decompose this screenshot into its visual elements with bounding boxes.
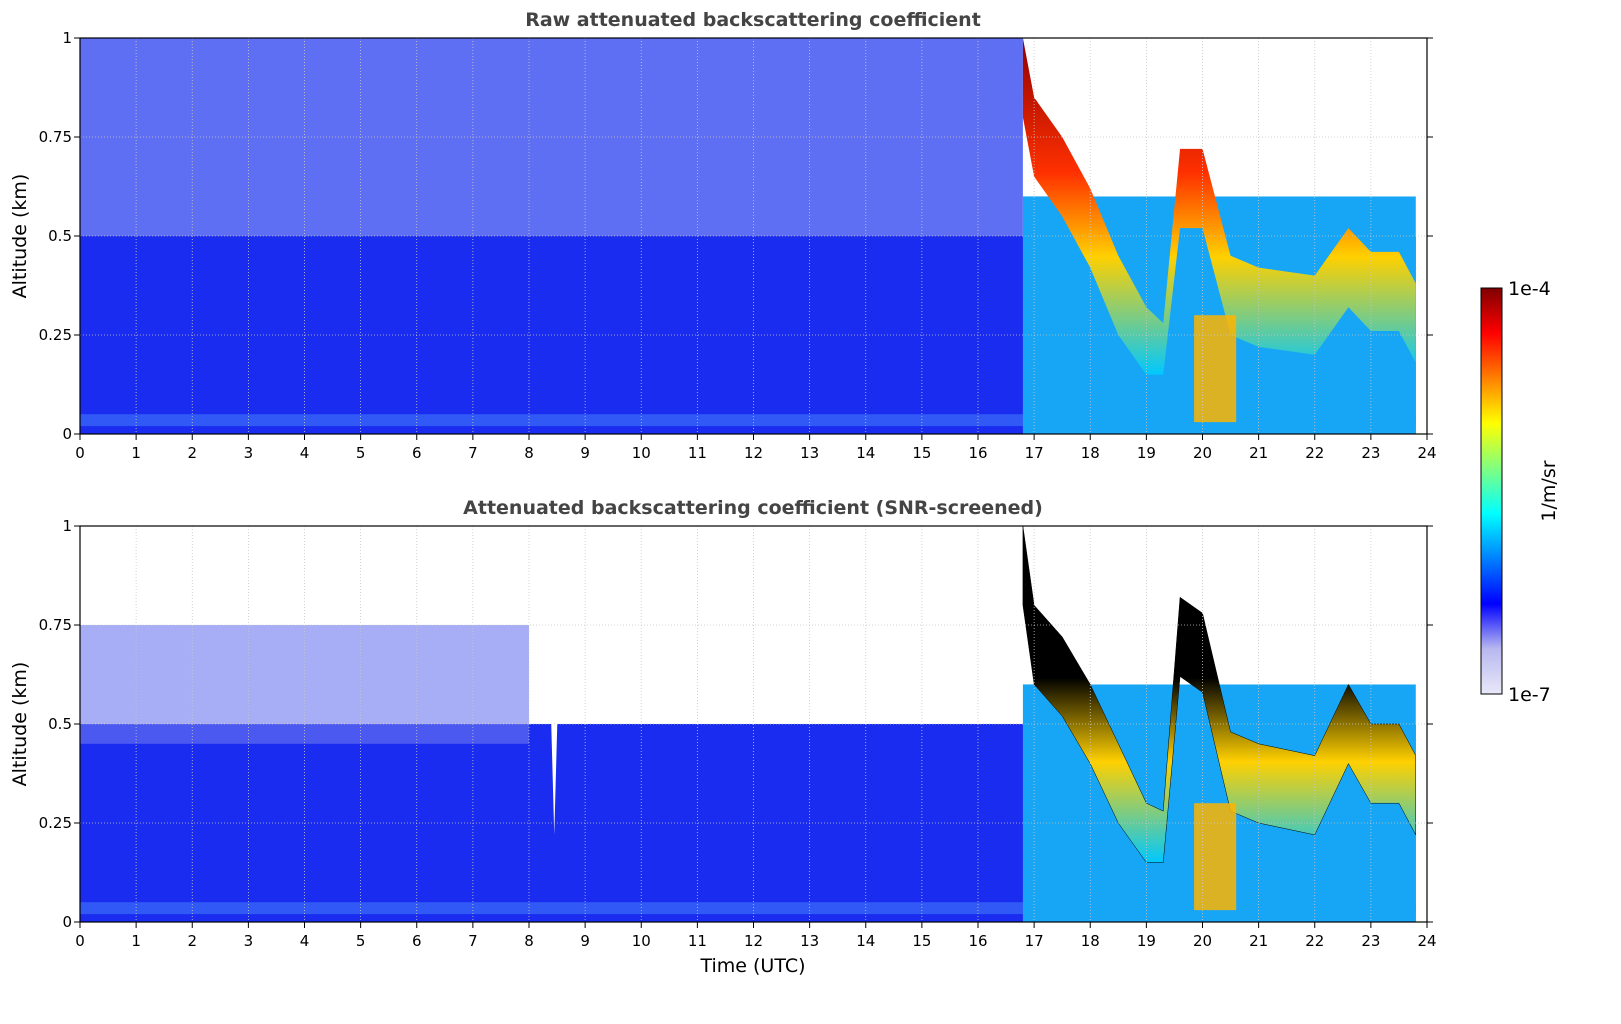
low-level-signal [1194,315,1237,423]
colorbar: 1e-4 1e-7 1/m/sr [1480,278,1560,706]
x-tick-label: 14 [856,444,875,462]
x-tick-label: 10 [632,444,651,462]
x-axis-ticks: 0 1 2 3 4 5 6 7 8 9 10 11 12 13 14 15 16 17 18 19 20 21 22 23 24 [75,434,1437,462]
x-tick-label: 19 [1137,932,1156,950]
x-tick-label: 19 [1137,444,1156,462]
y-axis-ticks: 0 0.25 0.5 0.75 1 [39,517,1433,931]
x-tick-label: 17 [1025,444,1044,462]
x-tick-label: 8 [524,444,534,462]
y-tick-label: 1 [62,517,72,535]
x-tick-label: 10 [632,932,651,950]
x-tick-label: 2 [187,444,197,462]
near-surface-layer [80,414,1416,427]
x-axis-ticks: 0 1 2 3 4 5 6 7 8 9 10 11 12 13 14 15 16 17 18 19 20 21 22 23 24 [75,922,1437,950]
x-tick-label: 17 [1025,932,1044,950]
y-tick-label: 0 [62,913,72,931]
panel-title: Raw attenuated backscattering coefficien… [525,9,981,31]
y-tick-label: 0.5 [48,715,72,733]
grid-lines [80,38,1427,434]
heatmap-area [80,38,1416,434]
x-tick-label: 16 [968,932,987,950]
y-tick-label: 0.75 [39,616,72,634]
x-tick-label: 18 [1081,932,1100,950]
x-tick-label: 8 [524,932,534,950]
x-tick-label: 7 [468,444,478,462]
grid-lines [80,526,1427,922]
clear-sky-region [1056,526,1416,685]
y-tick-label: 0.75 [39,128,72,146]
x-tick-label: 23 [1361,932,1380,950]
x-tick-label: 4 [300,932,310,950]
raw-backscatter-panel: Raw attenuated backscattering coefficien… [9,9,1437,462]
x-axis-label: Time (UTC) [699,955,805,977]
x-tick-label: 23 [1361,444,1380,462]
screened-gap [545,526,563,835]
y-tick-label: 0 [62,425,72,443]
x-tick-label: 7 [468,932,478,950]
x-tick-label: 1 [131,444,141,462]
y-tick-label: 0.5 [48,227,72,245]
x-tick-label: 12 [744,444,763,462]
x-tick-label: 3 [244,444,254,462]
y-axis-label: Altitude (km) [9,174,31,299]
x-tick-label: 16 [968,444,987,462]
x-tick-label: 9 [580,932,590,950]
x-tick-label: 20 [1193,932,1212,950]
low-level-signal [1194,803,1237,911]
x-tick-label: 20 [1193,444,1212,462]
colorbar-scale [1480,287,1503,695]
x-tick-label: 5 [356,932,366,950]
x-tick-label: 22 [1305,444,1324,462]
heatmap-area [80,525,1417,922]
x-tick-label: 9 [580,444,590,462]
y-tick-label: 0.25 [39,326,72,344]
snr-screened-panel: Attenuated backscattering coefficient (S… [9,497,1437,977]
x-tick-label: 15 [912,444,931,462]
clear-sky-region [1056,38,1416,197]
x-tick-label: 14 [856,932,875,950]
y-axis-ticks: 0 0.25 0.5 0.75 1 [39,29,1433,443]
cloud-layer [1022,38,1416,375]
near-surface-layer [80,902,1416,915]
y-axis-label: Altitude (km) [9,662,31,787]
aerosol-haze-region [80,625,529,744]
x-tick-label: 2 [187,932,197,950]
x-tick-label: 12 [744,932,763,950]
x-tick-label: 11 [688,932,707,950]
y-tick-label: 0.25 [39,814,72,832]
x-tick-label: 13 [800,444,819,462]
x-tick-label: 15 [912,932,931,950]
x-tick-label: 13 [800,932,819,950]
x-tick-label: 0 [75,444,85,462]
x-tick-label: 24 [1417,932,1436,950]
x-tick-label: 24 [1417,444,1436,462]
cloud-layer [1022,525,1417,863]
x-tick-label: 6 [412,444,422,462]
x-tick-label: 21 [1249,932,1268,950]
x-tick-label: 0 [75,932,85,950]
x-tick-label: 4 [300,444,310,462]
x-tick-label: 18 [1081,444,1100,462]
y-tick-label: 1 [62,29,72,47]
x-tick-label: 6 [412,932,422,950]
x-tick-label: 21 [1249,444,1268,462]
colorbar-min-label: 1e-7 [1508,684,1551,706]
x-tick-label: 5 [356,444,366,462]
panel-title: Attenuated backscattering coefficient (S… [463,497,1043,519]
x-tick-label: 11 [688,444,707,462]
colorbar-unit-label: 1/m/sr [1538,460,1560,521]
x-tick-label: 3 [244,932,254,950]
x-tick-label: 1 [131,932,141,950]
x-tick-label: 22 [1305,932,1324,950]
colorbar-max-label: 1e-4 [1508,278,1551,300]
